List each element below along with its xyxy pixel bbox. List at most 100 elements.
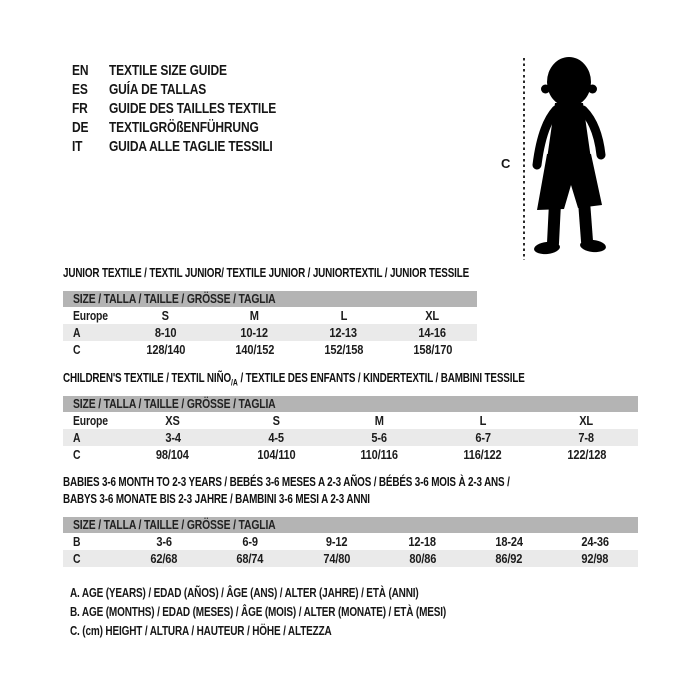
baby-head xyxy=(547,57,591,107)
table-cell: 3-4 xyxy=(164,430,181,445)
table-row: C 62/68 68/74 74/80 80/86 86/92 92/98 xyxy=(63,550,638,567)
language-label: GUIDA ALLE TAGLIE TESSILI xyxy=(109,138,273,155)
row-values: 3-6 6-9 9-12 12-18 18-24 24-36 xyxy=(121,533,638,550)
table-row: A 3-4 4-5 5-6 6-7 7-8 xyxy=(63,429,638,446)
row-label: A xyxy=(73,325,81,340)
size-header-label: SIZE / TALLA / TAILLE / GRÖSSE / TAGLIA xyxy=(73,517,276,532)
baby-torso xyxy=(547,103,591,159)
table-cell: 12-13 xyxy=(329,325,358,340)
row-label: Europe xyxy=(73,308,108,323)
table-cell: 10-12 xyxy=(240,325,269,340)
footnotes: A. AGE (YEARS) / EDAD (AÑOS) / ÂGE (ANS)… xyxy=(70,584,540,641)
table-cell: 110/116 xyxy=(360,447,399,462)
table-rows: Europe S M L XL A 8-10 10-12 12-13 14-16 C 128/140 1… xyxy=(63,307,477,358)
table-cell: 92/98 xyxy=(581,551,609,566)
row-label: C xyxy=(73,447,81,462)
section-title-line: BABYS 3-6 MONATE BIS 2-3 JAHRE / BAMBINI… xyxy=(63,491,370,506)
table-row: C 98/104 104/110 110/116 116/122 122/128 xyxy=(63,446,638,463)
section-title: BABIES 3-6 MONTH TO 2-3 YEARS / BEBÉS 3-… xyxy=(63,473,638,507)
table-cell: 12-18 xyxy=(408,534,437,549)
language-row: IT GUIDA ALLE TAGLIE TESSILI xyxy=(72,137,318,156)
table-cell: 104/110 xyxy=(257,447,296,462)
table-cell: XS xyxy=(165,413,180,428)
footnote-b: B. AGE (MONTHS) / EDAD (MESES) / ÂGE (MO… xyxy=(70,605,447,619)
table-cell: 6-9 xyxy=(242,534,259,549)
table-cell: 4-5 xyxy=(268,430,284,445)
table-cell: M xyxy=(249,308,260,323)
row-values: 128/140 140/152 152/158 158/170 xyxy=(121,341,477,358)
baby-ear-right xyxy=(588,84,597,94)
table-cell: 24-36 xyxy=(581,534,609,549)
language-row: FR GUIDE DES TAILLES TEXTILE xyxy=(72,99,318,118)
table-cell: 8-10 xyxy=(154,325,177,340)
language-code: DE xyxy=(72,119,89,136)
table-cell: S xyxy=(272,413,280,428)
baby-leg-left xyxy=(547,197,561,249)
row-label: B xyxy=(73,534,81,549)
table-cell: 122/128 xyxy=(566,447,606,462)
table-cell: 116/122 xyxy=(463,447,502,462)
height-marker-label: C xyxy=(501,156,511,171)
footnote-c: C. (cm) HEIGHT / ALTURA / HAUTEUR / HÖHE… xyxy=(70,624,332,638)
table-cell: XL xyxy=(425,308,440,323)
language-label: TEXTILE SIZE GUIDE xyxy=(109,62,227,79)
baby-foot-left xyxy=(534,241,560,255)
table-cell: L xyxy=(340,308,347,323)
row-label: C xyxy=(73,551,81,566)
baby-ear-left xyxy=(541,84,550,94)
row-label: C xyxy=(73,342,81,357)
table-cell: 98/104 xyxy=(156,447,190,462)
table-cell: 9-12 xyxy=(325,534,348,549)
row-label: Europe xyxy=(73,413,108,428)
toddler-silhouette-image xyxy=(532,57,606,255)
language-code: ES xyxy=(72,81,88,98)
table-cell: M xyxy=(374,413,385,428)
childrens-textile-section: CHILDREN'S TEXTILE / TEXTIL NIÑO/A / TEX… xyxy=(63,369,638,463)
row-values: 62/68 68/74 74/80 80/86 86/92 92/98 xyxy=(121,550,638,567)
baby-arm-right xyxy=(578,105,606,160)
section-title-line: BABIES 3-6 MONTH TO 2-3 YEARS / BEBÉS 3-… xyxy=(63,474,510,489)
height-dashed-line xyxy=(523,58,525,260)
language-code: FR xyxy=(72,100,88,117)
size-header-band: SIZE / TALLA / TAILLE / GRÖSSE / TAGLIA xyxy=(63,517,638,533)
table-cell: 152/158 xyxy=(324,342,363,357)
section-title-line: JUNIOR TEXTILE / TEXTIL JUNIOR/ TEXTILE … xyxy=(63,265,470,280)
row-values: 8-10 10-12 12-13 14-16 xyxy=(121,324,477,341)
size-header-band: SIZE / TALLA / TAILLE / GRÖSSE / TAGLIA xyxy=(63,396,638,412)
table-cell: 140/152 xyxy=(235,342,274,357)
size-header-band: SIZE / TALLA / TAILLE / GRÖSSE / TAGLIA xyxy=(63,291,477,307)
baby-arm-left xyxy=(532,105,561,170)
row-values: S M L XL xyxy=(121,307,477,324)
table-row: C 128/140 140/152 152/158 158/170 xyxy=(63,341,477,358)
footnote-a: A. AGE (YEARS) / EDAD (AÑOS) / ÂGE (ANS)… xyxy=(70,586,419,600)
section-title-line: CHILDREN'S TEXTILE / TEXTIL NIÑO/A / TEX… xyxy=(63,370,525,388)
table-cell: S xyxy=(161,308,170,323)
table-cell: 5-6 xyxy=(371,430,388,445)
section-title: CHILDREN'S TEXTILE / TEXTIL NIÑO/A / TEX… xyxy=(63,369,638,388)
language-code: IT xyxy=(72,138,83,155)
table-cell: 86/92 xyxy=(495,551,523,566)
section-title: JUNIOR TEXTILE / TEXTIL JUNIOR/ TEXTILE … xyxy=(63,264,477,281)
baby-leg-right xyxy=(578,195,593,247)
babies-textile-section: BABIES 3-6 MONTH TO 2-3 YEARS / BEBÉS 3-… xyxy=(63,473,638,567)
table-cell: 68/74 xyxy=(236,551,264,566)
table-row: A 8-10 10-12 12-13 14-16 xyxy=(63,324,477,341)
row-values: 98/104 104/110 110/116 116/122 122/128 xyxy=(121,446,638,463)
language-label: GUÍA DE TALLAS xyxy=(109,81,207,98)
table-row: B 3-6 6-9 9-12 12-18 18-24 24-36 xyxy=(63,533,638,550)
junior-textile-section: JUNIOR TEXTILE / TEXTIL JUNIOR/ TEXTILE … xyxy=(63,264,477,358)
size-header-label: SIZE / TALLA / TAILLE / GRÖSSE / TAGLIA xyxy=(73,396,276,411)
table-cell: 62/68 xyxy=(150,551,178,566)
baby-foot-right xyxy=(580,239,606,253)
table-row: Europe XS S M L XL xyxy=(63,412,638,429)
table-cell: 74/80 xyxy=(323,551,350,566)
table-cell: XL xyxy=(579,413,594,428)
language-row: EN TEXTILE SIZE GUIDE xyxy=(72,61,318,80)
table-cell: 18-24 xyxy=(495,534,523,549)
table-cell: L xyxy=(479,413,487,428)
table-row: Europe S M L XL xyxy=(63,307,477,324)
row-values: XS S M L XL xyxy=(121,412,638,429)
row-label: A xyxy=(73,430,81,445)
language-code: EN xyxy=(72,62,89,79)
